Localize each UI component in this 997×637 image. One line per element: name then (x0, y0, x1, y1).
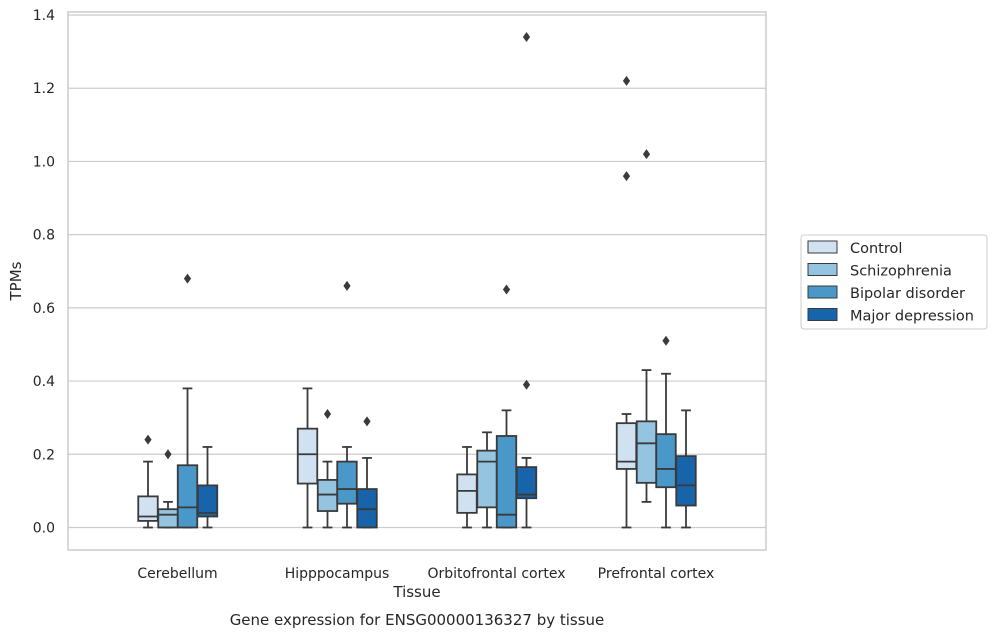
iqr-box (515, 466, 538, 500)
iqr-box (675, 455, 697, 507)
legend-swatch (807, 240, 838, 254)
box-group (456, 446, 478, 529)
boxes (137, 31, 697, 529)
box-group (356, 416, 378, 529)
legend-swatch (807, 308, 838, 321)
x-tick-label: Cerebellum (137, 566, 217, 582)
box-group (655, 335, 677, 529)
legend-label: Schizophrenia (850, 264, 952, 280)
x-tick-label: Orbitofrontal cortex (428, 566, 566, 582)
outlier-point (144, 434, 152, 445)
outlier-point (622, 75, 631, 86)
outlier-point (183, 273, 192, 284)
y-tick-label: 1.4 (33, 8, 55, 24)
x-tick-label: Prefrontal cortex (598, 566, 715, 582)
box-group (157, 449, 179, 529)
iqr-box (456, 473, 478, 514)
iqr-box (176, 464, 199, 529)
legend-label: Major depression (850, 309, 974, 325)
box-group (316, 409, 339, 529)
outlier-point (522, 31, 531, 42)
outlier-point (363, 416, 371, 427)
box-group (675, 409, 697, 529)
x-tick-labels: Cerebellum Hipppocampus Orbitofrontal cort… (137, 566, 714, 582)
box-group (615, 75, 638, 529)
box-group (476, 431, 498, 529)
legend: Control Schizophrenia Bipolar disorder Majo… (800, 234, 988, 330)
outlier-point (323, 409, 332, 420)
legend-frame (800, 234, 988, 330)
outlier-point (642, 149, 651, 160)
box-group (176, 273, 199, 529)
box-group (296, 387, 319, 529)
outlier-point (622, 171, 631, 182)
box-group (515, 31, 538, 529)
y-tick-labels: 0.0 0.2 0.4 0.6 0.8 1.0 1.2 1.4 (33, 8, 55, 537)
iqr-box (157, 508, 179, 529)
x-tick-label: Hipppocampus (285, 566, 390, 582)
y-tick-label: 0.8 (33, 228, 55, 244)
plot-frame (67, 11, 767, 551)
box-group (635, 149, 658, 503)
iqr-box (356, 488, 378, 529)
iqr-box (316, 479, 339, 512)
legend-swatch (807, 285, 838, 299)
outlier-point (343, 280, 351, 291)
y-tick-label: 1.0 (33, 154, 55, 170)
y-axis-label: TPMs (7, 261, 25, 301)
box-group (196, 446, 219, 529)
iqr-box (196, 484, 219, 518)
gridlines (68, 14, 766, 529)
legend-swatch (807, 263, 838, 276)
y-tick-label: 0.2 (33, 447, 55, 463)
iqr-box (495, 435, 518, 529)
outlier-point (662, 335, 670, 346)
box-group (137, 434, 159, 529)
x-axis-label: Tissue (392, 583, 440, 601)
iqr-box (296, 427, 319, 485)
box-group (495, 284, 518, 529)
legend-label: Control (850, 241, 902, 257)
outlier-point (522, 379, 531, 390)
y-tick-label: 0.0 (33, 521, 55, 537)
y-tick-label: 1.2 (33, 81, 55, 97)
box-group (336, 280, 358, 529)
iqr-box (635, 420, 658, 484)
y-tick-label: 0.6 (33, 301, 55, 317)
iqr-box (655, 433, 677, 489)
iqr-box (336, 460, 358, 505)
outlier-point (502, 284, 511, 295)
chart-caption: Gene expression for ENSG00000136327 by t… (230, 611, 605, 629)
legend-label: Bipolar disorder (850, 286, 965, 302)
y-tick-label: 0.4 (33, 374, 55, 390)
iqr-box (476, 449, 498, 509)
outlier-point (164, 449, 172, 460)
